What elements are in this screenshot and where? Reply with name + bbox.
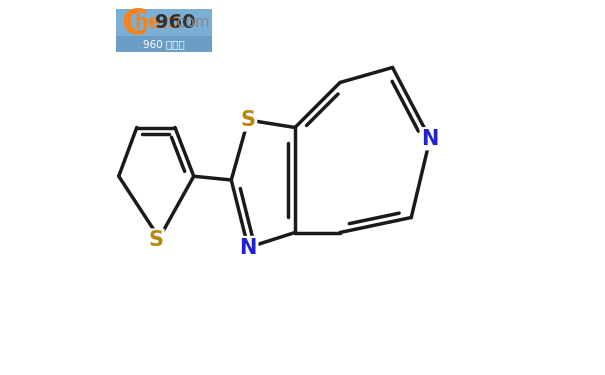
FancyBboxPatch shape bbox=[117, 9, 212, 52]
Text: 960: 960 bbox=[155, 13, 196, 32]
Text: N: N bbox=[240, 237, 257, 258]
Text: 960 化工网: 960 化工网 bbox=[143, 39, 185, 49]
Text: S: S bbox=[241, 110, 256, 130]
FancyBboxPatch shape bbox=[117, 36, 212, 52]
Text: hem: hem bbox=[134, 13, 182, 32]
Text: C: C bbox=[122, 7, 148, 40]
Text: N: N bbox=[421, 129, 439, 149]
Text: S: S bbox=[148, 230, 163, 250]
Text: .com: .com bbox=[172, 15, 210, 30]
